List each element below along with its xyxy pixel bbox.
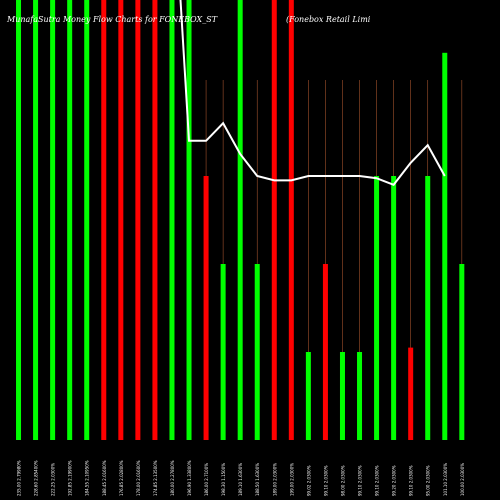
x-tick-label: 99.20 2.0300% <box>392 465 397 496</box>
bar <box>288 0 294 440</box>
x-tick-label: 189.00 2.0300% <box>272 463 277 496</box>
bar <box>408 347 414 440</box>
x-tick-label: 188.50 1.6300% <box>255 463 260 496</box>
bar <box>50 0 56 440</box>
bar <box>442 52 448 441</box>
bar <box>374 176 380 440</box>
bar <box>84 0 90 440</box>
bar <box>169 0 175 440</box>
x-tick-label: 95.00 2.0300% <box>426 465 431 496</box>
x-tick-label: 222.25 2.0300% <box>51 463 56 496</box>
tick-labels: 235.00 2.79980% 228.60 2.85400% 222.25 2.0… <box>17 460 465 496</box>
money-flow-line <box>179 0 446 187</box>
x-tick-label: 99.10 2.0300% <box>323 465 328 496</box>
bar <box>16 0 22 440</box>
bar <box>322 264 328 440</box>
bar <box>339 352 345 440</box>
x-tick-label: 99.02 2.0300% <box>306 465 311 496</box>
x-tick-label: 99.10 2.0300% <box>375 465 380 496</box>
x-tick-label: 235.00 2.79980% <box>17 460 22 496</box>
x-tick-label: 192.85 2.19900% <box>68 460 73 496</box>
x-tick-label: 228.60 2.85400% <box>34 460 39 496</box>
x-tick-label: 198.30 1.1500% <box>221 463 226 496</box>
x-tick-label: 98.00 2.0300% <box>340 465 345 496</box>
bar <box>357 352 363 440</box>
bar <box>254 264 260 440</box>
bar <box>67 0 73 440</box>
bar <box>425 176 431 440</box>
x-tick-label: 180.00 2.27800% <box>170 460 175 496</box>
x-tick-label: 199.00 2.0300% <box>289 463 294 496</box>
bar <box>135 0 141 440</box>
bar <box>33 0 39 440</box>
bar <box>101 0 107 440</box>
bar <box>186 0 192 440</box>
x-tick-label: 100.00 2.0300% <box>460 463 465 496</box>
bar <box>118 0 124 440</box>
x-tick-label: 174.85 2.13500% <box>153 460 158 496</box>
x-tick-label: 99.10 2.0300% <box>409 465 414 496</box>
bar <box>220 264 226 440</box>
bar <box>459 264 465 440</box>
x-tick-label: 176.85 2.02800% <box>119 460 124 496</box>
x-tick-label: 186.00 2.7100% <box>204 463 209 496</box>
x-tick-label: 189.10 1.6300% <box>238 463 243 496</box>
bar <box>391 176 397 440</box>
chart-subtitle: (Fonebox Retail Limi <box>286 15 371 24</box>
bar <box>152 0 158 440</box>
x-tick-label: 188.45 2.01600% <box>102 460 107 496</box>
x-tick-label: 196.90 1.33800% <box>187 460 192 496</box>
x-tick-label: 178.00 2.01600% <box>136 460 141 496</box>
x-tick-label: 184.55 2.10950% <box>85 460 90 496</box>
bar <box>271 0 277 440</box>
bar <box>305 352 311 440</box>
chart-title: MunafaSutra Money Flow Charts for FONEBO… <box>6 15 218 24</box>
x-tick-label: 99.10 2.0300% <box>358 465 363 496</box>
bar <box>237 0 243 440</box>
bar <box>203 176 209 440</box>
x-tick-label: 101.10 2.0300% <box>443 463 448 496</box>
bars <box>16 0 465 441</box>
